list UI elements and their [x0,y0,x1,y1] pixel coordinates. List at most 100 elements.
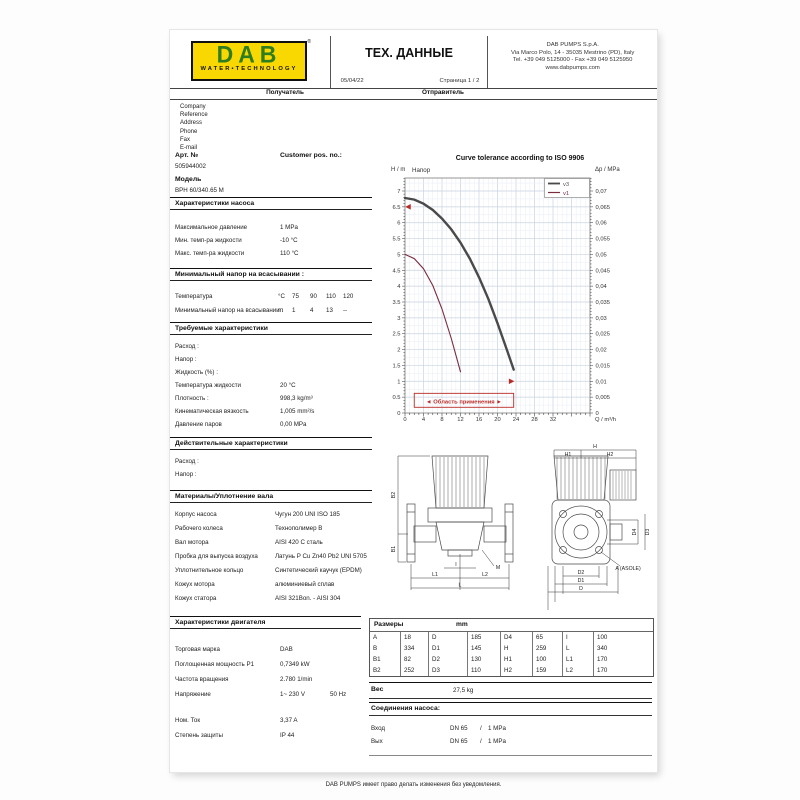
spec-label: Максимальное давление [175,224,248,231]
separator: / [480,724,482,732]
spec-value: Технополимер B [275,525,323,532]
dim-label: B2 [370,665,401,676]
field-email: E-mail [180,145,198,152]
spec-label: Напор : [175,471,197,478]
spec-label: Расход : [175,458,199,465]
table-value: 90 [310,293,317,300]
spec-label: Пробка для выпуска воздуха [175,553,258,560]
dim-label: L [563,643,594,654]
logo-cell: ® DAB WATER•TECHNOLOGY [170,36,330,88]
svg-text:3.5: 3.5 [392,300,400,306]
spec-row: Кинематическая вязкость 1,005 mm²/s [170,408,372,421]
performance-curve-chart: 0 4 8 12 16 20 24 28 32 Q / m³/h00.511.522.533.54… [391,155,620,423]
spec-label: Жидкость (%) : [175,369,218,376]
spec-label: Степень защиты [175,732,223,739]
spec-label: Вал мотора [175,539,209,546]
connections-rows: Вход DN 65 / 1 MPa Вых DN 65 / 1 MPa [369,725,652,751]
spec-label: Кинематическая вязкость [175,408,249,415]
spec-value: -10 °C [280,237,298,244]
svg-text:0,01: 0,01 [596,379,607,385]
section-title: Характеристики двигателя [170,616,361,629]
dimension-label: A (ASOLE) [615,566,641,572]
address-line: Via Marco Polo, 14 - 35035 Mestrino (PD)… [511,49,635,56]
section-min-suction-head: Минимальный напор на всасывании : Темпер… [170,268,372,320]
svg-text:Напор: Напор [412,167,431,174]
unit-label: °C [278,293,285,300]
dimensions-grid: A 18 D 185 D4 65 I 100 B 334 D1 145 H 259 L 340 B1 82 D2 13… [370,632,653,676]
dim-label: D [429,632,468,643]
svg-text:12: 12 [457,417,463,423]
address-line: www.dabpumps.com [545,64,600,71]
section-title: Характеристики насоса [170,197,372,210]
svg-text:0,045: 0,045 [596,268,611,274]
spec-label: Мин. темп-ра жидкости [175,237,242,244]
spec-row: Мин. темп-ра жидкости -10 °C [170,237,372,250]
svg-text:0.5: 0.5 [392,395,400,401]
dimension-label: D1 [578,578,585,584]
dimensions-header: Размеры mm [370,619,653,632]
dimensions-title: Размеры [374,621,404,628]
section-pump-characteristics: Характеристики насоса Максимальное давле… [170,197,372,263]
dim-label: L2 [563,665,594,676]
spec-label: Поглощенная мощность P1 [175,661,255,668]
dim-value: 82 [401,654,429,665]
spec-label: Кожух мотора [175,581,215,588]
parties-row: Получатель Отправитель [170,88,657,100]
svg-text:0,04: 0,04 [596,284,608,290]
dim-label: A [370,632,401,643]
svg-text:28: 28 [531,417,537,423]
spec-value: AISI 420 C сталь [275,539,323,546]
field-address: Address [180,120,203,127]
dim-value: 100 [597,634,608,641]
pressure-value: 1 MPa [488,724,506,732]
dim-label: D4 [501,632,533,643]
svg-text:6.5: 6.5 [392,205,400,211]
spec-row: Расход : [170,458,372,471]
svg-text:v1: v1 [563,191,569,197]
svg-text:0,03: 0,03 [596,316,607,322]
svg-text:4: 4 [397,284,401,290]
spec-label: Температура [175,293,213,300]
spec-row: Напор : [170,356,372,369]
datasheet-page: ® DAB WATER•TECHNOLOGY ТЕХ. ДАННЫЕ 05/04… [170,30,657,772]
spec-value: 0,00 MPa [280,421,307,428]
spec-label: Торговая марка [175,646,220,653]
dim-value: 110 [468,665,501,676]
dim-value: 259 [533,643,563,654]
dim-value: 145 [468,643,501,654]
field-company: Company [180,104,206,110]
table-value: 110 [326,293,336,300]
spec-row: Торговая марка DAB [170,646,361,661]
dim-label: D1 [429,643,468,654]
spec-value: Чугун 200 UNI ISO 185 [275,511,340,518]
dim-value: 252 [401,665,429,676]
section-required-characteristics: Требуемые характеристики Расход : Напор :… [170,322,372,434]
section-title: Действительные характеристики [170,437,372,450]
svg-text:0,025: 0,025 [596,332,611,338]
dimension-label: H [593,444,597,450]
table-value: 75 [292,293,299,300]
spec-row: Кожух статора AISI 321Bon. - AISI 304 [170,595,372,609]
svg-text:0,065: 0,065 [596,205,611,211]
dim-label: B1 [370,654,401,665]
dim-value: 159 [533,665,563,676]
spec-row: Частота вращения 2.780 1/min [170,676,361,691]
svg-text:2: 2 [397,348,400,354]
dimension-label: H1 [565,452,572,458]
dim-value: 100 [533,654,563,665]
spec-row: Жидкость (%) : [170,369,372,382]
table-value: -- [343,306,348,314]
section-title: Минимальный напор на всасывании : [170,268,372,281]
section-connections: Соединения насоса: Вход DN 65 / 1 MPa Вых DN … [369,702,652,756]
spec-value: 998,3 kg/m³ [280,395,313,402]
spec-row: Кожух мотора алюминиевый сплав [170,581,372,595]
spec-label: Макс. темп-ра жидкости [175,250,245,257]
svg-text:0,02: 0,02 [596,348,607,354]
svg-text:5.5: 5.5 [392,237,400,243]
dimension-label: M [496,565,500,571]
dim-value: 18 [401,632,429,643]
section-materials: Материалы/Уплотнение вала Корпус насоса Ч… [170,490,372,609]
spec-row: Вал мотора AISI 420 C сталь [170,539,372,553]
dimension-label: B1 [391,546,397,552]
unit-label: m [278,306,284,314]
